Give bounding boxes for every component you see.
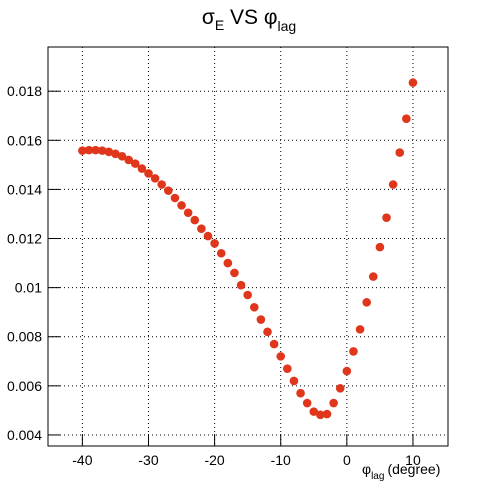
data-point (342, 366, 352, 376)
title-part: E (215, 17, 224, 33)
data-point (216, 248, 226, 258)
frame (47, 46, 449, 447)
data-point (395, 148, 405, 157)
plot-area: 0.004 0.006 0.008 0.01 0.012 0.014 0.016 0.018 -… (7, 47, 448, 468)
data-point (190, 215, 200, 225)
data-point (84, 145, 94, 155)
data-point (256, 315, 266, 324)
data-point (223, 258, 233, 268)
y-tick-label: 0.016 (7, 132, 42, 148)
x-tick-label: 10 (405, 452, 421, 468)
data-point (375, 242, 385, 252)
title-part: σ (202, 6, 215, 29)
data-point (130, 159, 140, 168)
data-point (355, 325, 365, 334)
chart-title: σE VS φlag (202, 6, 296, 34)
data-point (137, 164, 147, 173)
data-point (203, 231, 213, 241)
x-tick-label: -30 (138, 452, 158, 468)
y-tick-label: 0.01 (15, 280, 42, 296)
data-point (111, 149, 120, 159)
data-point (382, 213, 391, 222)
data-point (157, 180, 167, 189)
data-point (78, 146, 87, 155)
title-part: φ (264, 6, 278, 29)
x-axis-label: φlag (degree) (362, 461, 440, 482)
data-point (309, 407, 319, 416)
data-point (408, 78, 418, 87)
data-point (335, 383, 345, 393)
y-tick-label: 0.012 (7, 231, 42, 247)
data-point (402, 114, 411, 123)
data-point (362, 298, 371, 307)
data-point (197, 224, 206, 233)
data-point (170, 193, 180, 203)
data-point (150, 174, 160, 183)
data-point (164, 186, 173, 195)
y-tick-label: 0.018 (7, 83, 42, 99)
data-point (104, 147, 114, 157)
x-tick-label: -40 (72, 452, 92, 468)
data-point (177, 201, 186, 210)
y-tick-label: 0.004 (7, 427, 42, 443)
data-point (236, 280, 246, 290)
data-point (388, 180, 398, 189)
data-point (183, 208, 193, 218)
data-point (117, 151, 127, 161)
xlabel-part: (degree) (387, 461, 440, 477)
data-point (269, 339, 279, 349)
title-part: VS (224, 6, 264, 29)
data-point (322, 409, 332, 419)
data-point (210, 239, 219, 248)
data-point (144, 169, 153, 178)
data-point (349, 347, 358, 356)
y-tick-label: 0.014 (7, 181, 42, 197)
xlabel-part: φ (362, 461, 371, 477)
xlabel-part: lag (371, 471, 384, 482)
data-point (263, 327, 272, 337)
y-tick-label: 0.006 (7, 378, 42, 394)
data-point (316, 410, 325, 420)
data-point (276, 352, 286, 361)
data-point (97, 146, 107, 155)
x-tick-label: -20 (204, 452, 224, 468)
data-point (124, 155, 133, 165)
data-point (289, 376, 299, 386)
x-tick-label: 0 (343, 452, 351, 468)
data-point (283, 364, 292, 373)
x-tick-label: -10 (271, 452, 291, 468)
y-tick-label: 0.008 (7, 329, 42, 345)
data-point (368, 272, 378, 281)
data-point (329, 398, 338, 408)
data-point (249, 302, 259, 312)
data-point (302, 398, 312, 408)
data-point (243, 290, 252, 300)
data-point (91, 145, 100, 155)
data-point (296, 388, 305, 398)
title-part: lag (277, 18, 296, 34)
data-point (230, 268, 239, 278)
